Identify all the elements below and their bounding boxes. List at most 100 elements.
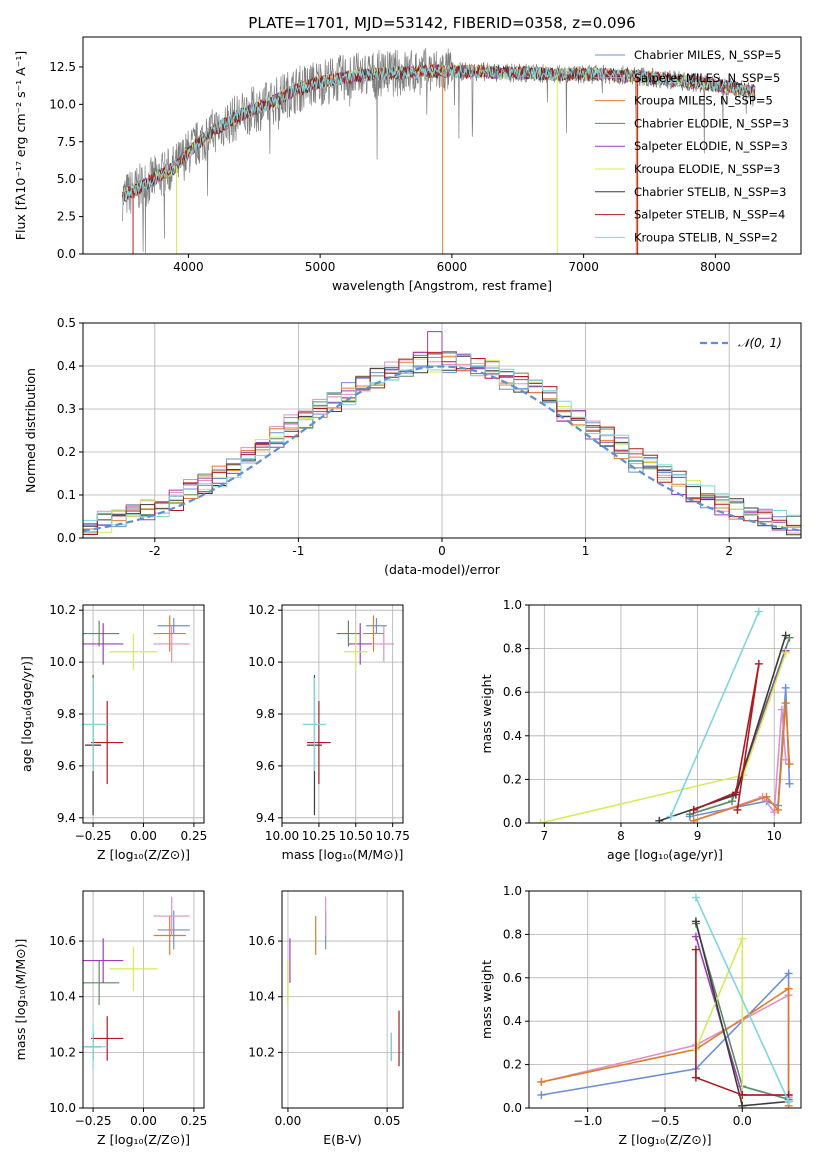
mass-weight-vs-z-ytick-label: 0.2 [503,1058,522,1072]
mass-weight-vs-age-xlabel: age [log₁₀(age/yr)] [607,847,723,862]
age-vs-mass-xtick-label: 10.00 [265,829,299,843]
salpeter-stelib-weight-marker [731,788,740,797]
age-vs-z-xtick-label: −0.25 [75,829,112,843]
residuals-xlabel: (data-model)/error [384,562,501,577]
age-vs-z-ytick-label: 9.8 [57,707,76,721]
spectrum-ytick-label: 7.5 [57,135,76,149]
kroupa-stelib-errorbar [302,677,327,772]
mass-weight-vs-z-ytick-label: 0.0 [503,1101,522,1115]
mass-weight-vs-age-xtick-label: 7 [541,829,549,843]
age-vs-mass-ytick-label: 9.4 [256,811,275,825]
kroupa-stelib-weight-marker [754,607,763,616]
mass-vs-z-xtick-label: 0.00 [130,1114,157,1128]
kroupa-stelib-errorbar [83,1024,108,1070]
residuals-ytick-label: 0.2 [57,445,76,459]
kroupa-elodie-errorbar [109,633,158,670]
age-vs-mass-ytick-label: 9.8 [256,707,275,721]
kroupa-stelib-weight-marker [784,1097,793,1106]
spectrum-ylabel: Flux [fλ10⁻¹⁷ erg cm⁻² s⁻¹ A⁻¹] [13,51,28,240]
spectrum-ytick-label: 12.5 [49,60,76,74]
mass-vs-ebv-ytick-label: 10.6 [248,934,275,948]
mass-vs-ebv-xlabel: E(B-V) [323,1132,362,1147]
mass-weight-vs-z-plot-area [537,893,793,1108]
age-vs-z-ylabel: age [log₁₀(age/yr)] [19,656,34,772]
chabrier-elodie-weight-marker [728,797,737,806]
legend-label: Kroupa STELIB, N_SSP=2 [634,230,778,244]
salpeter-stelib-weight-marker [733,805,742,814]
spectrum-frame [82,36,802,255]
mass-weight-vs-age-plot-area [536,607,794,823]
age-vs-mass-xlabel: mass [log₁₀(M/M⊙)] [282,847,404,862]
kroupa-miles-errorbar [153,615,186,652]
legend-label: Chabrier ELODIE, N_SSP=3 [634,116,789,130]
spectrum-xtick-label: 5000 [305,260,336,274]
kroupa-stelib-weight-line [695,897,790,1102]
kroupa-miles-weight-marker [762,792,771,801]
chabrier-stelib-weight-marker [781,631,790,640]
mass-vs-z-ytick-label: 10.4 [49,990,76,1004]
mass-weight-vs-z-xtick-label: 0.0 [733,1114,752,1128]
mass-vs-ebv-frame [281,890,404,1109]
age-vs-z-ytick-label: 10.2 [49,603,76,617]
spectrum-xtick-label: 6000 [437,260,468,274]
kroupa-miles-errorbar [363,615,384,652]
legend-label: Chabrier MILES, N_SSP=5 [634,48,781,62]
residuals-xtick-label: -1 [292,544,304,558]
legend-label: Kroupa MILES, N_SSP=5 [634,94,773,108]
legend-label: Salpeter MILES, N_SSP=5 [634,71,780,85]
kroupa-miles-weight-marker [537,1077,546,1086]
residuals-xtick-label: -2 [149,544,161,558]
chabrier-stelib-weight-marker [738,1101,747,1108]
mass-weight-vs-z-ytick-label: 0.4 [503,1014,522,1028]
kroupa-stelib-histogram [83,353,801,531]
mass-vs-z-xtick-label: 0.25 [181,1114,208,1128]
spectrum-xtick-label: 7000 [568,260,599,274]
salpeter-stelib-errorbar [307,701,331,785]
residuals-xtick-label: 2 [725,544,733,558]
mass-weight-vs-z-ytick-label: 0.8 [503,927,522,941]
chart-title: PLATE=1701, MJD=53142, FIBERID=0358, z=0… [248,14,635,32]
spectrum-ytick-label: 0.0 [57,247,76,261]
mass-vs-ebv-ytick-label: 10.2 [248,1045,275,1059]
mass-weight-vs-z-xtick-label: −1.0 [573,1114,602,1128]
kroupa-miles-weight-marker [774,805,783,814]
kroupa-miles-errorbar [153,916,186,955]
age-vs-z-xlabel: Z [log₁₀(Z/Z⊙)] [97,847,190,862]
residuals-ytick-label: 0.5 [57,316,76,330]
salpeter-stelib-weight-marker [689,805,698,814]
age-vs-z-ytick-label: 10.0 [49,655,76,669]
salpeter-stelib-weight-line [695,949,789,1096]
age-vs-mass-xtick-label: 10.50 [339,829,373,843]
kroupa-miles-weight-marker [784,984,793,993]
kroupa-elodie-weight-line [540,652,787,823]
mass-vs-z-ylabel: mass [log₁₀(M/M⊙)] [13,939,28,1061]
chabrier-miles-errorbar [157,910,190,950]
kroupa-stelib-model-line [122,64,756,204]
legend-label: Salpeter ELODIE, N_SSP=3 [634,139,788,153]
age-vs-mass-plot-area [302,615,395,816]
salpeter-stelib-weight-marker [691,1073,700,1082]
salpeter-stelib-errorbar [91,701,124,785]
kroupa-stelib-weight-marker [691,893,700,902]
kroupa-stelib-errorbar [83,677,108,772]
mass-vs-z-panel: −0.25 0.00 0.25 10.0 10.2 10.4 10.6 Z [log₁₀(Z/… [13,890,208,1147]
salpeter-stelib-weight-marker [738,1090,747,1099]
kroupa-stelib-weight-marker [666,812,675,821]
residuals-ytick-label: 0.3 [57,402,76,416]
mass-vs-ebv-panel: 0.00 0.05 10.2 10.4 10.6 E(B-V) [248,890,404,1147]
mass-weight-vs-z-ytick-label: 0.6 [503,971,522,985]
mass-vs-ebv-plot-area [287,896,400,1067]
kroupa-elodie-weight-marker [536,819,545,823]
residuals-ytick-label: 0.1 [57,488,76,502]
age-vs-z-plot-area [83,615,190,816]
mass-vs-ebv-xtick-label: 0.00 [275,1114,302,1128]
chabrier-miles-weight-marker [784,969,793,978]
mass-weight-vs-z-ytick-label: 1.0 [503,884,522,898]
salpeter-elodie-errorbar [83,623,124,665]
kroupa-miles-weight-marker [689,816,698,823]
mass-weight-vs-age-frame [528,604,802,824]
mass-weight-vs-age-xtick-label: 9 [694,829,702,843]
spectrum-legend: Chabrier MILES, N_SSP=5 Salpeter MILES, N… [595,48,789,244]
kroupa-elodie-weight-marker [781,648,790,657]
legend-label: Kroupa ELODIE, N_SSP=3 [634,162,780,176]
